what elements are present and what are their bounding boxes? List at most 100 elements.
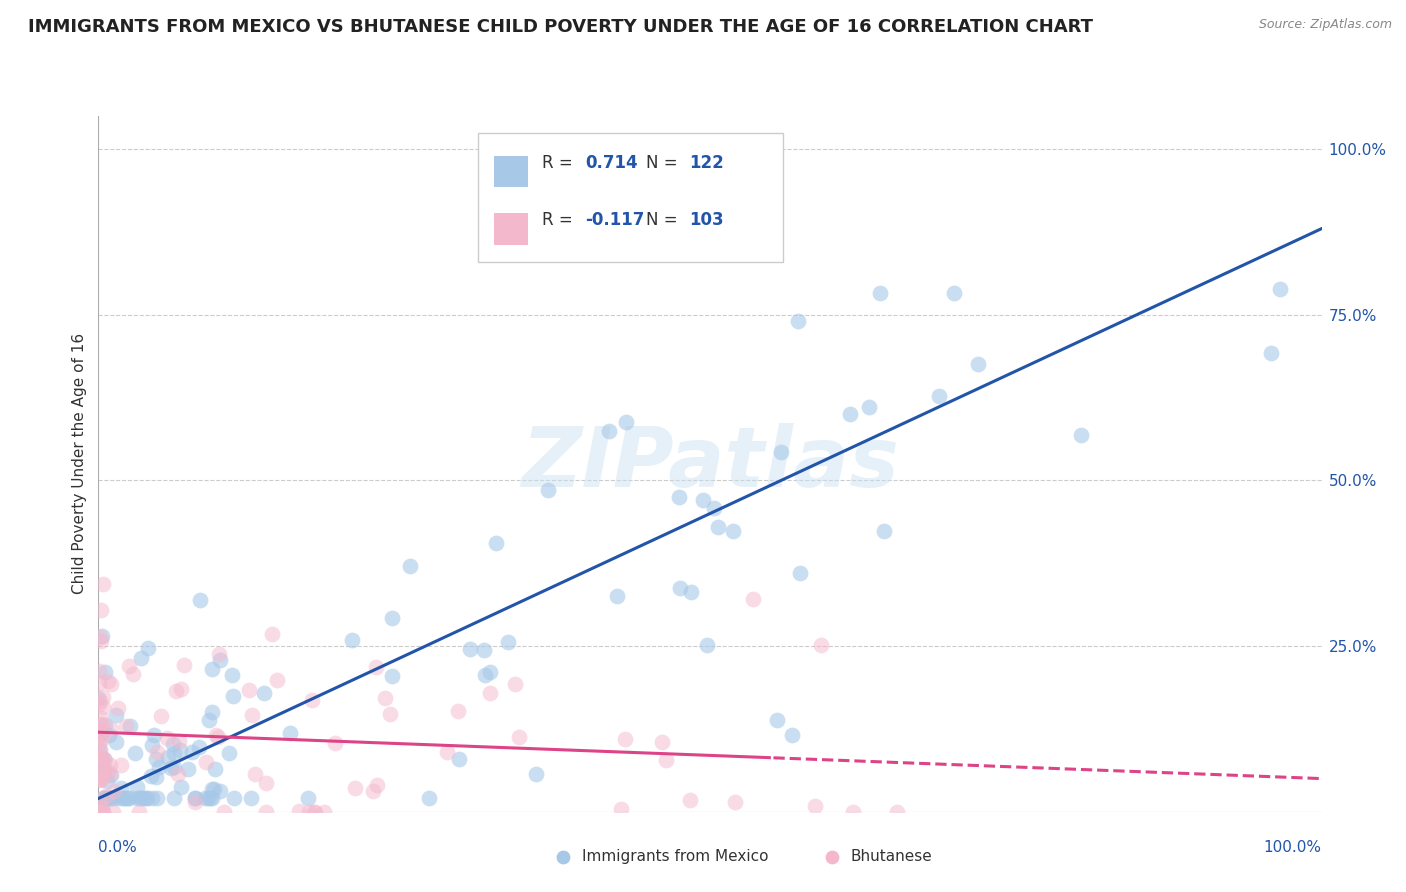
Point <box>609 803 631 817</box>
Point <box>132 791 155 805</box>
Point <box>110 791 132 805</box>
Point <box>288 805 311 819</box>
Point <box>209 783 232 797</box>
Point <box>89 723 111 737</box>
Point <box>524 767 547 781</box>
Point <box>366 659 388 673</box>
Y-axis label: Child Poverty Under the Age of 16: Child Poverty Under the Age of 16 <box>72 334 87 594</box>
Point <box>703 500 725 515</box>
Point <box>201 662 224 676</box>
Point <box>1070 428 1092 442</box>
Point <box>201 782 224 797</box>
Point <box>381 610 404 624</box>
Point <box>87 676 110 690</box>
Point <box>89 697 111 711</box>
Point <box>93 761 115 775</box>
Point <box>472 643 495 657</box>
Point <box>485 536 508 550</box>
Point <box>100 676 122 690</box>
Point <box>93 700 115 714</box>
Point <box>141 739 163 753</box>
Point <box>156 731 179 745</box>
Point <box>143 728 166 742</box>
Point <box>194 791 217 805</box>
Point <box>810 638 832 652</box>
Point <box>614 415 637 429</box>
Point <box>201 791 224 805</box>
Point <box>165 683 187 698</box>
FancyBboxPatch shape <box>494 155 527 187</box>
Point <box>90 629 112 643</box>
Text: IMMIGRANTS FROM MEXICO VS BHUTANESE CHILD POVERTY UNDER THE AGE OF 16 CORRELATIO: IMMIGRANTS FROM MEXICO VS BHUTANESE CHIL… <box>28 18 1092 36</box>
Point <box>90 772 112 787</box>
Point <box>873 524 896 539</box>
Point <box>114 791 136 805</box>
Point <box>91 801 114 815</box>
Point <box>651 734 673 748</box>
Point <box>105 791 128 805</box>
Point <box>91 577 114 591</box>
Point <box>208 647 231 661</box>
Point <box>170 682 193 697</box>
Point <box>90 805 112 819</box>
Point <box>100 722 122 736</box>
Point <box>537 483 560 498</box>
Point <box>942 285 965 300</box>
Point <box>136 791 159 805</box>
Text: 122: 122 <box>689 154 724 172</box>
Point <box>194 755 217 769</box>
Point <box>93 764 115 778</box>
Point <box>886 805 908 819</box>
Point <box>655 753 678 767</box>
Text: ZIPatlas: ZIPatlas <box>522 424 898 504</box>
Point <box>110 757 132 772</box>
Point <box>107 701 129 715</box>
Point <box>786 314 808 328</box>
Point <box>183 791 205 805</box>
Text: Immigrants from Mexico: Immigrants from Mexico <box>582 849 768 864</box>
Point <box>128 805 150 819</box>
Point <box>181 745 204 759</box>
FancyBboxPatch shape <box>478 134 783 262</box>
Point <box>125 791 148 805</box>
Point <box>266 673 288 687</box>
Point <box>668 490 690 504</box>
Point <box>177 762 200 776</box>
Text: 100.0%: 100.0% <box>1264 839 1322 855</box>
Point <box>104 708 127 723</box>
Point <box>101 791 124 805</box>
Point <box>474 668 496 682</box>
Point <box>89 753 111 767</box>
Text: 103: 103 <box>689 211 724 229</box>
Point <box>598 425 620 439</box>
Point <box>278 725 301 739</box>
Point <box>129 791 152 805</box>
Point <box>90 603 112 617</box>
Point <box>366 778 388 792</box>
Point <box>89 805 111 819</box>
Point <box>928 389 950 403</box>
Point <box>374 690 396 705</box>
Point <box>838 407 860 421</box>
Point <box>184 795 207 809</box>
Point <box>97 764 120 778</box>
Point <box>208 653 231 667</box>
Point <box>89 772 111 787</box>
Point <box>679 793 702 807</box>
Point <box>87 741 110 756</box>
Point <box>742 591 765 606</box>
Point <box>136 640 159 655</box>
Point <box>94 805 117 819</box>
Text: N =: N = <box>647 154 683 172</box>
Point <box>96 789 118 803</box>
Point <box>145 770 167 784</box>
Point <box>162 737 184 751</box>
Point <box>159 761 181 775</box>
Point <box>87 723 110 738</box>
Point <box>967 357 990 371</box>
Point <box>681 585 703 599</box>
Point <box>93 752 115 766</box>
Point <box>96 774 118 789</box>
Point <box>145 752 167 766</box>
Point <box>94 791 117 805</box>
